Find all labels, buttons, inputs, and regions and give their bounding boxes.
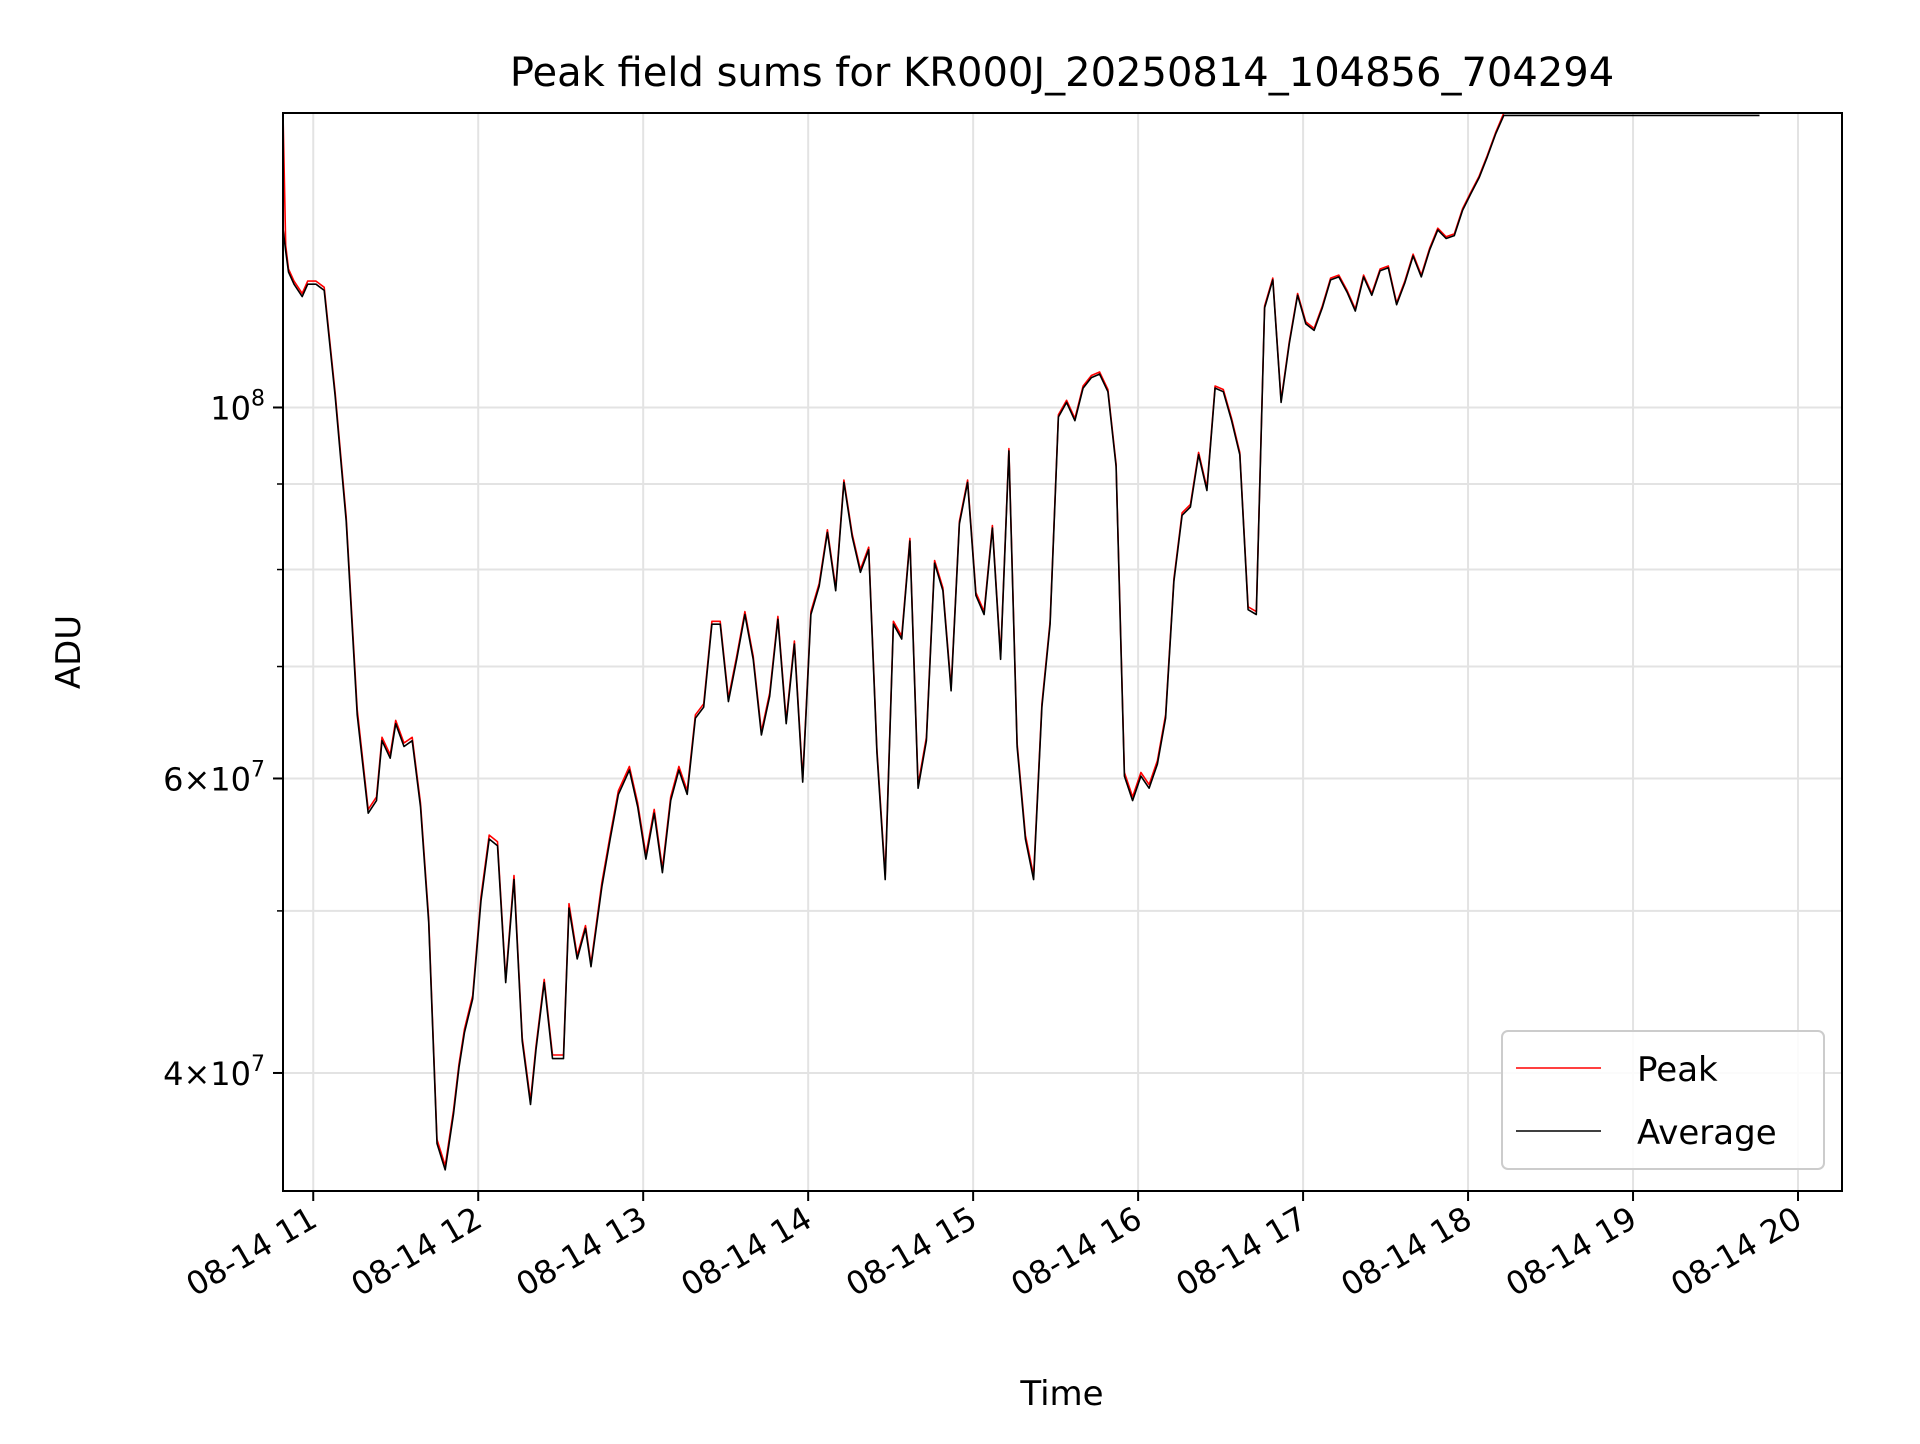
x-axis-label: Time xyxy=(1019,1374,1103,1414)
legend-label-average: Average xyxy=(1637,1113,1777,1153)
legend-label-peak: Peak xyxy=(1637,1050,1718,1090)
plot-frame xyxy=(282,112,1843,1192)
legend-box xyxy=(1501,1030,1825,1170)
y-tick-label: 6×107 xyxy=(163,757,265,798)
legend: Peak Average xyxy=(1501,1030,1825,1170)
chart-title: Peak field sums for KR000J_20250814_1048… xyxy=(510,50,1614,96)
y-tick-label: 4×107 xyxy=(163,1052,265,1093)
series-line-average xyxy=(282,114,1760,1171)
y-tick-label: 108 xyxy=(210,386,265,427)
y-axis-label: ADU xyxy=(49,615,89,689)
